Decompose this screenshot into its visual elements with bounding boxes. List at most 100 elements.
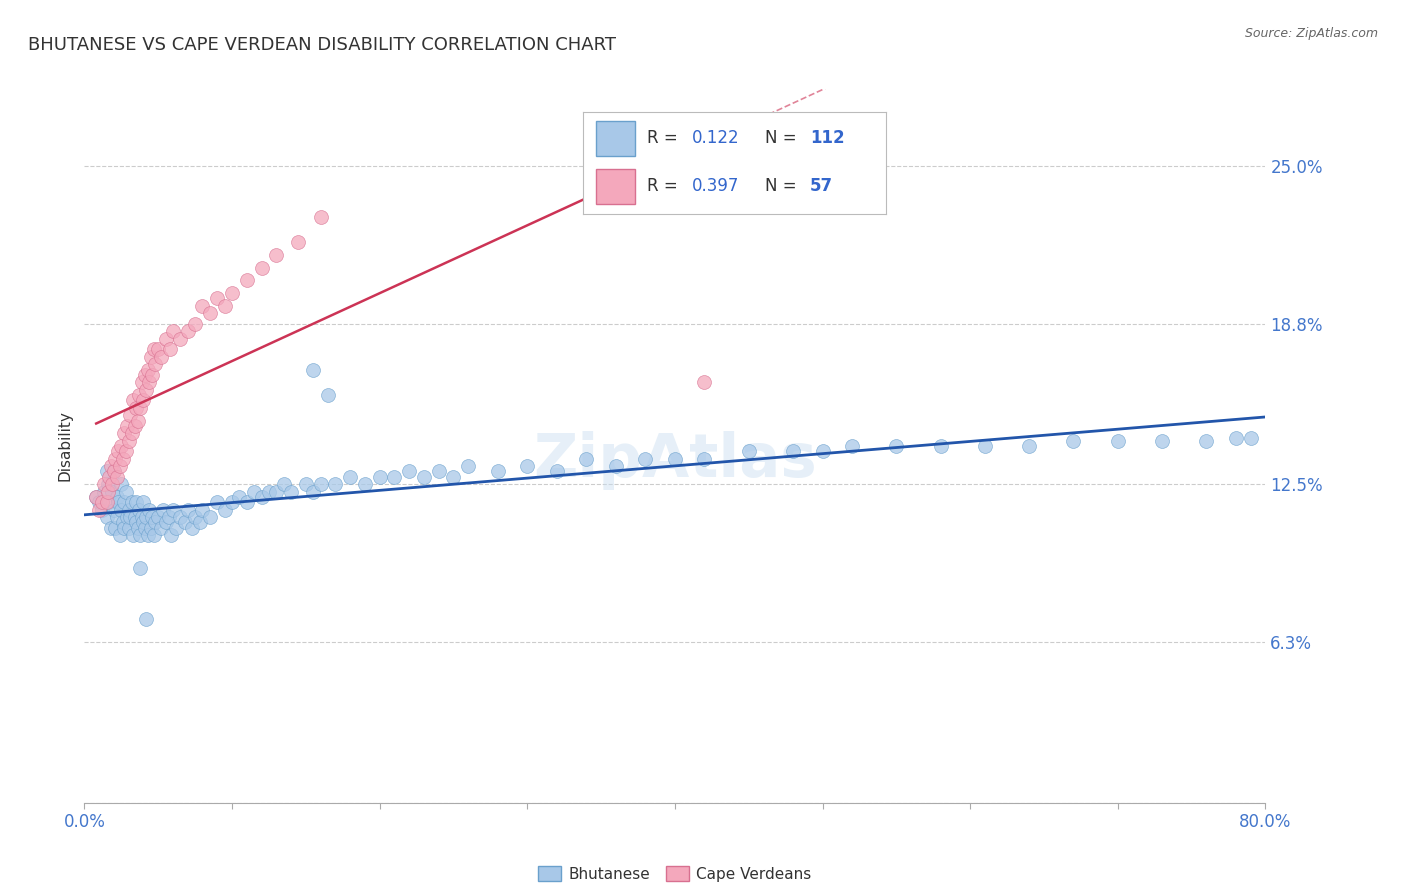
Point xyxy=(155,332,177,346)
Point xyxy=(221,495,243,509)
Point xyxy=(105,469,128,483)
Point xyxy=(354,477,377,491)
Point xyxy=(138,376,160,390)
Point xyxy=(132,516,155,530)
Text: 57: 57 xyxy=(810,178,834,195)
Point xyxy=(129,401,152,415)
Point xyxy=(89,502,111,516)
Point xyxy=(214,502,236,516)
Point xyxy=(111,451,134,466)
Point xyxy=(516,459,538,474)
Point xyxy=(125,495,148,509)
Point xyxy=(1225,431,1247,445)
Point xyxy=(221,286,243,301)
Point xyxy=(124,418,146,433)
Text: R =: R = xyxy=(647,178,683,195)
Point xyxy=(135,383,157,397)
Point xyxy=(104,520,127,534)
Point xyxy=(120,409,142,423)
Point xyxy=(973,439,995,453)
Y-axis label: Disability: Disability xyxy=(58,410,73,482)
Point xyxy=(131,376,153,390)
Point xyxy=(169,510,191,524)
Point xyxy=(124,510,146,524)
Point xyxy=(135,510,157,524)
Point xyxy=(93,477,115,491)
Point xyxy=(198,510,221,524)
Point xyxy=(91,495,114,509)
Point xyxy=(157,510,180,524)
Point xyxy=(136,362,159,376)
Point xyxy=(486,465,509,479)
Point xyxy=(302,362,325,376)
Point xyxy=(129,561,152,575)
Point xyxy=(368,469,391,483)
Text: ZipAtlas: ZipAtlas xyxy=(533,431,817,490)
Point xyxy=(91,502,114,516)
Point xyxy=(1150,434,1173,448)
Point xyxy=(142,528,165,542)
Point xyxy=(1063,434,1085,448)
Point xyxy=(114,444,136,458)
Point xyxy=(169,332,191,346)
Point xyxy=(127,413,149,427)
Point xyxy=(107,495,129,509)
Point xyxy=(155,516,177,530)
Point xyxy=(280,484,302,499)
Point xyxy=(125,516,148,530)
Point xyxy=(264,484,288,499)
Point xyxy=(138,502,160,516)
Point xyxy=(107,444,129,458)
Point xyxy=(121,426,143,441)
Point xyxy=(841,439,863,453)
Point xyxy=(160,528,183,542)
Point xyxy=(84,490,107,504)
Point xyxy=(111,516,134,530)
Text: N =: N = xyxy=(765,178,801,195)
Point xyxy=(413,469,436,483)
Point xyxy=(115,510,138,524)
Point xyxy=(198,306,221,320)
Point xyxy=(782,444,804,458)
Point xyxy=(98,469,121,483)
Point xyxy=(129,528,152,542)
Point xyxy=(121,495,143,509)
Point xyxy=(96,510,118,524)
Point xyxy=(309,477,332,491)
Point xyxy=(122,528,145,542)
Point xyxy=(191,502,214,516)
Point xyxy=(181,520,204,534)
Point xyxy=(84,490,107,504)
Point xyxy=(148,342,170,356)
Point xyxy=(184,510,207,524)
Point xyxy=(177,502,200,516)
Point xyxy=(120,510,142,524)
Point xyxy=(738,444,761,458)
Point xyxy=(162,324,184,338)
Point xyxy=(105,510,128,524)
Point xyxy=(125,401,148,415)
Point xyxy=(323,477,347,491)
Point xyxy=(134,368,156,382)
Point xyxy=(188,516,211,530)
Point xyxy=(96,495,118,509)
Point xyxy=(110,477,132,491)
Text: Source: ZipAtlas.com: Source: ZipAtlas.com xyxy=(1244,27,1378,40)
Text: N =: N = xyxy=(765,129,801,147)
Point xyxy=(287,235,309,249)
Point xyxy=(309,210,332,224)
Point xyxy=(103,465,125,479)
Point xyxy=(1107,434,1129,448)
Point xyxy=(575,451,598,466)
Point xyxy=(811,444,834,458)
Point xyxy=(427,465,450,479)
Point xyxy=(127,520,149,534)
Point xyxy=(184,317,207,331)
Point xyxy=(101,484,124,499)
Point xyxy=(1240,431,1263,445)
Point xyxy=(96,465,118,479)
Point xyxy=(114,484,136,499)
Text: 112: 112 xyxy=(810,129,845,147)
Point xyxy=(398,465,420,479)
Point xyxy=(104,451,127,466)
